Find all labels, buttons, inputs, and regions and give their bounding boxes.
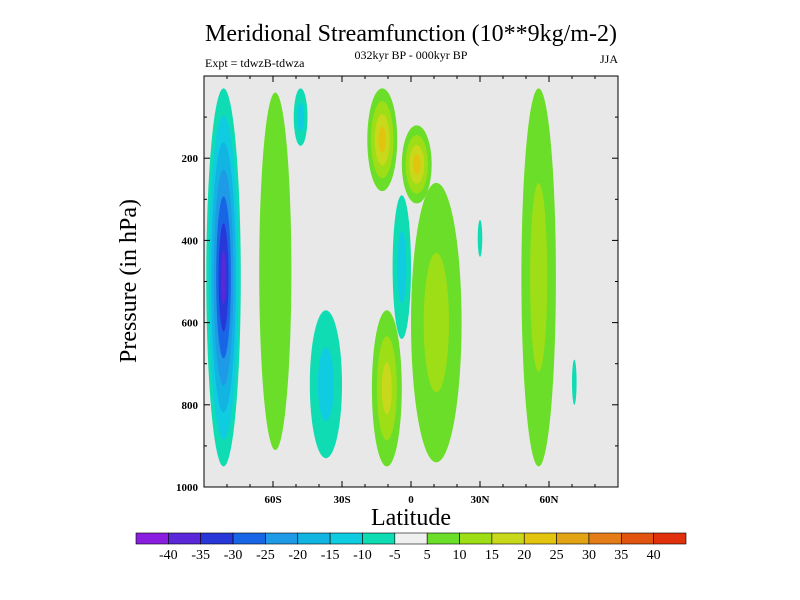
nh-positive-band-10n-level-2 <box>423 252 449 393</box>
x-axis-label: Latitude <box>371 505 451 531</box>
lower-positive-cell-10s <box>371 310 402 467</box>
tropical-negative-cell-level-2 <box>397 231 407 304</box>
lower-positive-cell-10s-level-3 <box>381 362 392 415</box>
colorbar-label: 10 <box>453 548 467 563</box>
y-axis: 200 400 600 800 1000 <box>176 116 618 494</box>
colorbar-label: 40 <box>647 548 661 563</box>
colorbar-swatch <box>653 532 687 545</box>
colorbar-swatch <box>168 532 202 545</box>
colorbar-label: -20 <box>288 548 307 563</box>
chart-subtitle-left: Expt = tdwzB-tdwza <box>205 56 305 70</box>
y-tick-label: 200 <box>182 153 199 165</box>
x-tick-label: 30N <box>471 494 490 506</box>
nh-positive-cell-60n <box>521 88 556 467</box>
colorbar-swatch <box>329 532 363 545</box>
x-tick-label: 30S <box>333 494 350 506</box>
colorbar-swatch <box>362 532 396 545</box>
y-tick-label: 1000 <box>176 482 199 494</box>
colorbar-swatch <box>394 532 428 545</box>
colorbar-swatch <box>588 532 622 545</box>
contour-layer <box>206 88 577 467</box>
x-axis: 60S 30S 0 30N 60N <box>226 76 596 506</box>
colorbar-swatch <box>556 532 590 545</box>
sh-positive-band-60s <box>259 92 292 451</box>
nh-negative-sliver-30n <box>477 219 483 257</box>
colorbar-label: -35 <box>191 548 210 563</box>
negative-cell-upper-50s-level-2 <box>297 102 305 132</box>
colorbar-swatch <box>426 532 460 545</box>
colorbar: -40 -35 -30 -25 -20 -15 -10 -5 5 10 15 20 25 30 35 40 <box>135 532 687 563</box>
upper-positive-cell-5n <box>401 125 432 204</box>
negative-cell-upper-50s <box>293 88 308 146</box>
colorbar-swatch <box>232 532 266 545</box>
chart-subtitle-center: 032kyr BP - 000kyr BP <box>355 48 468 62</box>
nh-negative-sliver-30n-level-1 <box>477 219 483 257</box>
y-tick-label: 600 <box>182 318 199 330</box>
chart-title: Meridional Streamfunction (10**9kg/m-2) <box>205 21 617 47</box>
sh-negative-cell <box>206 88 241 467</box>
colorbar-label: -40 <box>159 548 178 563</box>
negative-cell-lower-30s-level-2 <box>317 347 334 422</box>
upper-positive-cell-10s <box>367 88 398 192</box>
colorbar-swatch <box>620 532 654 545</box>
colorbar-label: 5 <box>424 548 431 563</box>
colorbar-label: 35 <box>614 548 628 563</box>
x-tick-label: 0 <box>408 494 414 506</box>
colorbar-label: 30 <box>582 548 596 563</box>
nh-negative-sliver-70n <box>572 359 577 405</box>
nh-positive-band-10n <box>411 182 462 463</box>
colorbar-label: -25 <box>256 548 275 563</box>
colorbar-label: -30 <box>224 548 243 563</box>
x-tick-label: 60N <box>540 494 559 506</box>
colorbar-swatch <box>523 532 557 545</box>
colorbar-swatch <box>491 532 525 545</box>
colorbar-swatch <box>265 532 299 545</box>
colorbar-swatch <box>200 532 234 545</box>
sh-negative-cell-level-7 <box>221 250 227 305</box>
y-tick-label: 400 <box>182 235 199 247</box>
chart-subtitle-right: JJA <box>600 52 618 66</box>
y-tick-label: 800 <box>182 400 199 412</box>
colorbar-swatch <box>135 532 169 545</box>
upper-positive-cell-10s-level-4 <box>378 126 386 153</box>
colorbar-label: -5 <box>389 548 401 563</box>
colorbar-swatch <box>297 532 331 545</box>
colorbar-label: 15 <box>485 548 499 563</box>
negative-cell-lower-30s <box>309 310 342 459</box>
colorbar-label: 20 <box>517 548 531 563</box>
upper-positive-cell-5n-level-4 <box>413 154 421 175</box>
tropical-negative-cell <box>392 195 411 340</box>
colorbar-swatch <box>459 532 493 545</box>
colorbar-label: 25 <box>550 548 564 563</box>
y-axis-label: Pressure (in hPa) <box>116 199 142 363</box>
nh-negative-sliver-70n-level-1 <box>572 359 577 405</box>
x-tick-label: 60S <box>264 494 281 506</box>
colorbar-label: -10 <box>353 548 372 563</box>
nh-positive-cell-60n-level-2 <box>530 182 548 372</box>
colorbar-label: -15 <box>321 548 340 563</box>
sh-positive-band-60s-level-1 <box>259 92 292 451</box>
